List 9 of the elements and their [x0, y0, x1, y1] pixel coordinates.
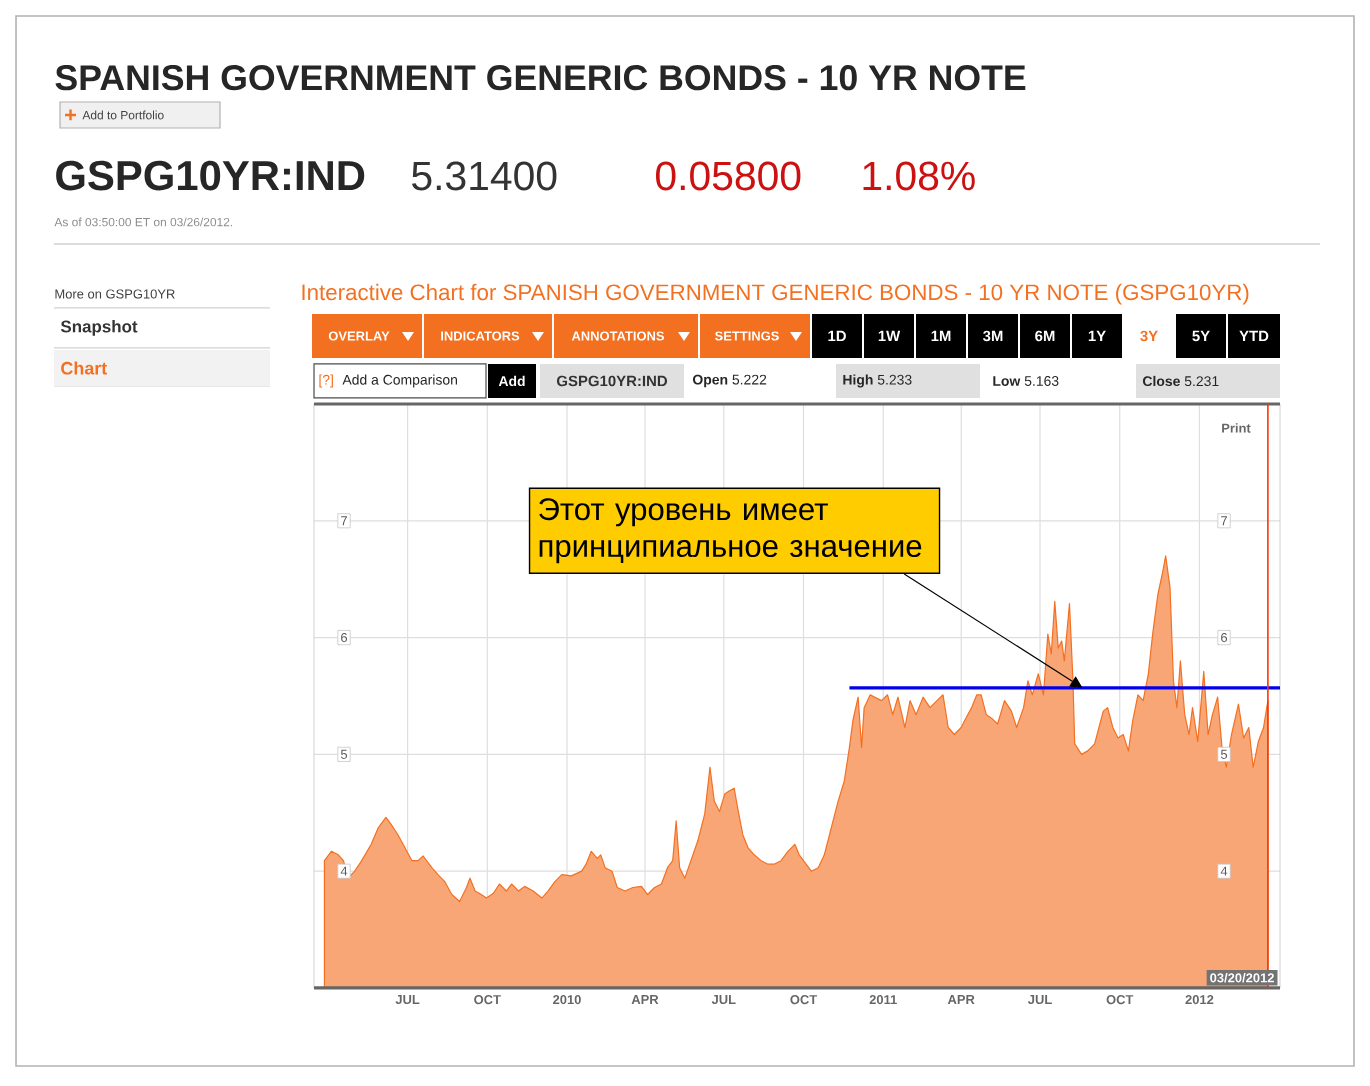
text: Snapshot [60, 320, 138, 336]
text: Chart [61, 361, 108, 375]
text: 0.05800 [656, 161, 801, 191]
text: GSPG10YR:IND [56, 160, 365, 191]
chart-title: SPANISH GOVERNMENT GENERIC BONDS - 10 YR NOTE [55, 65, 1026, 91]
text: 5.31400 [412, 161, 557, 191]
annotation: Этот уровень имеет принципиальное значение [539, 498, 922, 564]
chart-subtitle: Interactive Chart for SPANISH GOVERNMENT GENERIC BONDS - 10 YR NOTE (GSPG10YR) [302, 283, 1249, 305]
text: 1.08% [863, 161, 975, 191]
